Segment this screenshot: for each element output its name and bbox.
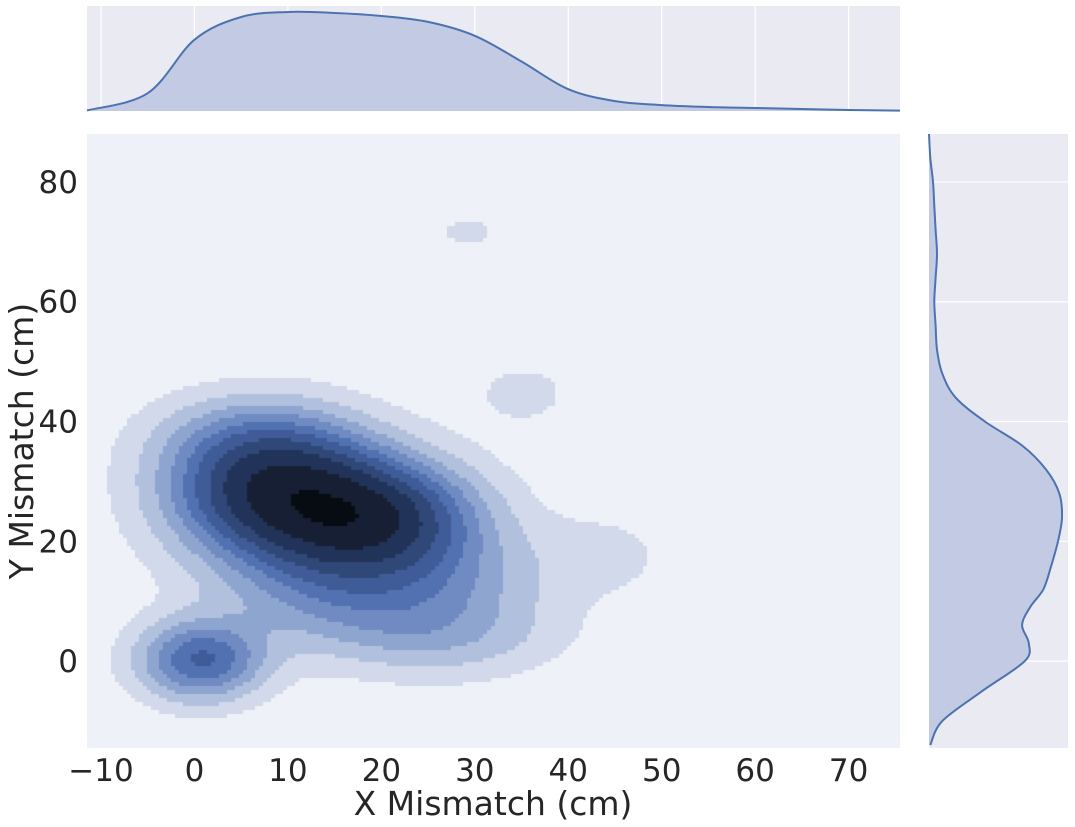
x-axis-label: X Mismatch (cm) [354, 784, 633, 823]
x-tick-label: −10 [68, 753, 133, 789]
x-tick-labels: −10 0 10 20 30 40 50 60 70 [68, 753, 868, 789]
y-tick-label: 40 [39, 405, 78, 441]
right-marginal-kde-fill [929, 134, 1063, 745]
y-tick-label: 60 [39, 285, 78, 321]
x-tick-label: 10 [268, 753, 307, 789]
y-axis-label: Y Mismatch (cm) [2, 303, 41, 580]
y-tick-label: 0 [58, 644, 78, 680]
y-tick-label: 80 [39, 165, 78, 201]
x-tick-label: 20 [362, 753, 401, 789]
x-tick-label: 60 [735, 753, 774, 789]
x-tick-label: 50 [642, 753, 681, 789]
top-marginal-kde-fill [87, 11, 900, 111]
joint-kde-density [87, 134, 900, 748]
x-tick-label: 30 [455, 753, 494, 789]
x-tick-label: 40 [549, 753, 588, 789]
x-tick-label: 0 [185, 753, 205, 789]
y-tick-labels: 0 20 40 60 80 [39, 165, 78, 680]
x-tick-label: 70 [829, 753, 868, 789]
right-marginal-kde-line [928, 133, 1064, 746]
y-tick-label: 20 [39, 524, 78, 560]
top-marginal-kde-line [86, 10, 901, 112]
joint-kde-contours [87, 134, 900, 748]
